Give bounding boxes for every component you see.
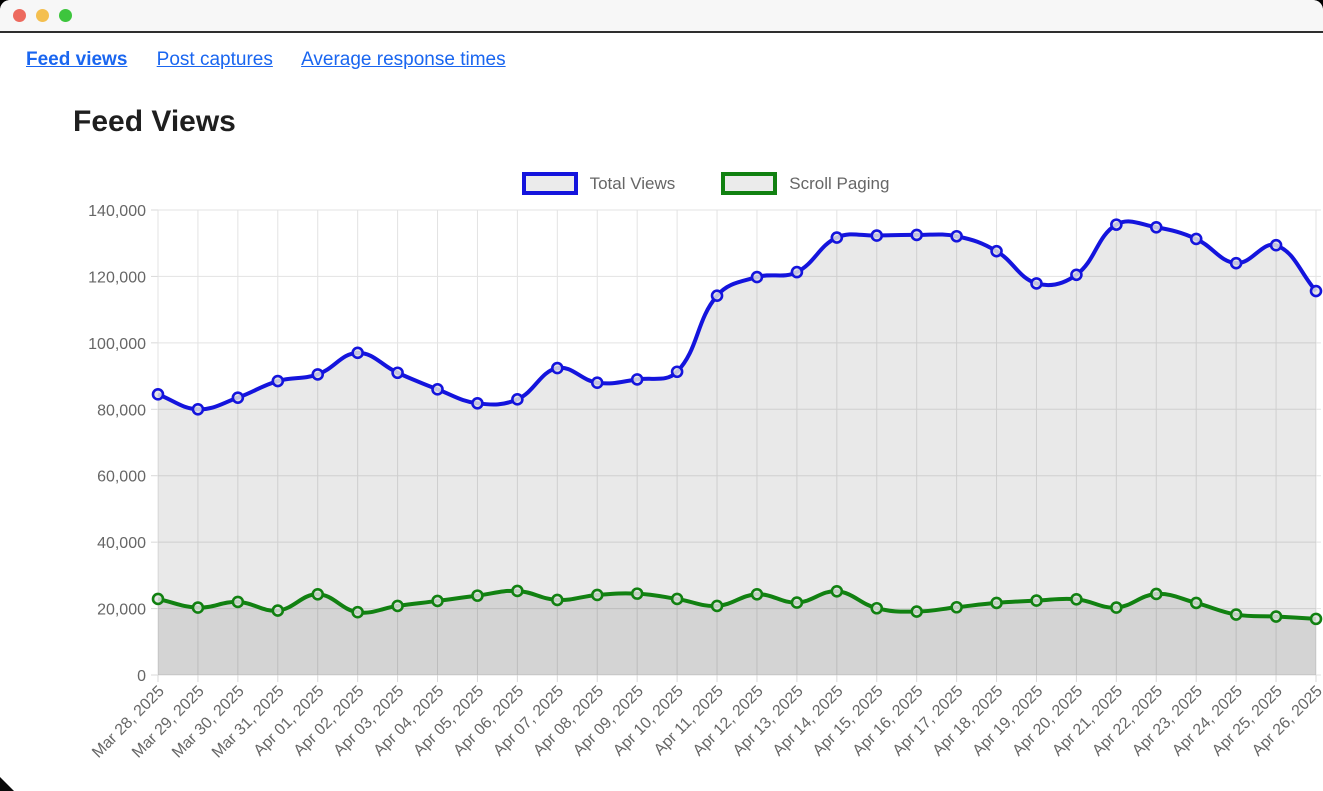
svg-text:80,000: 80,000 (97, 402, 146, 419)
total-views-point[interactable] (870, 229, 884, 242)
svg-text:40,000: 40,000 (97, 535, 146, 552)
scroll-paging-point[interactable] (590, 588, 604, 602)
total-views-point[interactable] (311, 368, 325, 381)
scroll-paging-point[interactable] (311, 587, 325, 601)
total-views-point[interactable] (271, 374, 285, 388)
svg-text:140,000: 140,000 (88, 203, 146, 220)
total-views-points (151, 218, 1323, 416)
scroll-paging-point[interactable] (870, 601, 884, 615)
total-views-point[interactable] (1229, 256, 1243, 270)
total-views-point[interactable] (790, 265, 804, 279)
total-views-area (158, 221, 1316, 676)
svg-text:20,000: 20,000 (97, 602, 146, 619)
scroll-paging-point[interactable] (670, 592, 684, 606)
total-views-point[interactable] (351, 346, 364, 360)
feed-views-chart[interactable]: 0 20,000 40,000 60,000 80,000 100,000 120,000 1… (0, 165, 1323, 791)
total-views-point[interactable] (670, 365, 684, 379)
total-views-point[interactable] (1110, 218, 1123, 231)
scroll-paging-point[interactable] (471, 589, 484, 602)
scroll-paging-area (158, 590, 1316, 675)
svg-text:100,000: 100,000 (88, 336, 146, 353)
scroll-paging-point[interactable] (511, 584, 524, 598)
window-titlebar (0, 0, 1323, 33)
maximize-button[interactable] (59, 9, 72, 22)
total-views-point[interactable] (151, 388, 165, 401)
total-views-point[interactable] (630, 373, 644, 386)
total-views-point[interactable] (950, 229, 963, 243)
total-views-point[interactable] (431, 383, 444, 396)
scroll-paging-point[interactable] (151, 592, 165, 606)
svg-text:0: 0 (137, 668, 146, 685)
scroll-paging-point[interactable] (1269, 610, 1283, 623)
svg-text:Apr 26, 2025: Apr 26, 2025 (1249, 683, 1323, 760)
minimize-button[interactable] (36, 9, 49, 22)
scroll-paging-point[interactable] (271, 604, 285, 617)
scroll-paging-point[interactable] (1189, 596, 1203, 610)
scroll-paging-point[interactable] (1229, 608, 1243, 621)
scroll-paging-point[interactable] (431, 594, 444, 608)
total-views-point[interactable] (231, 391, 245, 404)
scroll-paging-point[interactable] (351, 605, 364, 619)
scroll-paging-point[interactable] (910, 605, 923, 618)
total-views-point[interactable] (1309, 284, 1323, 298)
total-views-point[interactable] (1189, 232, 1203, 246)
y-axis-labels: 0 20,000 40,000 60,000 80,000 100,000 120,000 1… (88, 203, 146, 685)
scroll-paging-point[interactable] (191, 601, 205, 614)
svg-text:120,000: 120,000 (88, 269, 146, 286)
total-views-point[interactable] (191, 402, 205, 416)
total-views-point[interactable] (710, 289, 724, 302)
scroll-paging-points (151, 584, 1323, 626)
total-views-point[interactable] (1149, 220, 1163, 234)
total-views-point[interactable] (511, 393, 524, 406)
scroll-paging-point[interactable] (551, 593, 564, 607)
scroll-paging-point[interactable] (1030, 594, 1043, 607)
chart-container: 0 20,000 40,000 60,000 80,000 100,000 120,000 1… (0, 165, 1323, 791)
scroll-paging-point[interactable] (231, 595, 245, 609)
scroll-paging-point[interactable] (630, 587, 644, 600)
total-views-point[interactable] (750, 270, 764, 284)
scroll-paging-point[interactable] (950, 600, 963, 614)
scroll-paging-point[interactable] (391, 599, 404, 613)
scroll-paging-point[interactable] (1149, 587, 1163, 601)
scroll-paging-point[interactable] (710, 599, 724, 613)
svg-text:60,000: 60,000 (97, 469, 146, 486)
total-views-point[interactable] (830, 231, 844, 244)
total-views-point[interactable] (590, 376, 604, 390)
scroll-paging-point[interactable] (1070, 592, 1083, 606)
mouse-cursor (0, 777, 14, 791)
scroll-paging-point[interactable] (1309, 612, 1323, 626)
total-views-point[interactable] (1269, 238, 1283, 252)
nav-link-post-captures[interactable]: Post captures (156, 49, 273, 70)
scroll-paging-point[interactable] (750, 587, 764, 601)
nav-link-feed-views[interactable]: Feed views (26, 49, 128, 70)
close-button[interactable] (13, 9, 26, 22)
total-views-point[interactable] (471, 397, 484, 410)
top-nav: Feed views Post captures Average respons… (0, 33, 1323, 73)
total-views-point[interactable] (910, 228, 923, 242)
scroll-paging-point[interactable] (1110, 601, 1123, 614)
nav-link-average-response-times[interactable]: Average response times (301, 49, 506, 70)
scroll-paging-point[interactable] (790, 596, 804, 609)
scroll-paging-point[interactable] (830, 584, 844, 598)
page-title: Feed Views (73, 105, 236, 138)
total-views-point[interactable] (990, 244, 1003, 258)
total-views-point[interactable] (391, 366, 404, 380)
total-views-point[interactable] (1070, 268, 1083, 282)
total-views-point[interactable] (551, 361, 564, 375)
total-views-point[interactable] (1030, 277, 1043, 290)
scroll-paging-point[interactable] (990, 596, 1003, 610)
